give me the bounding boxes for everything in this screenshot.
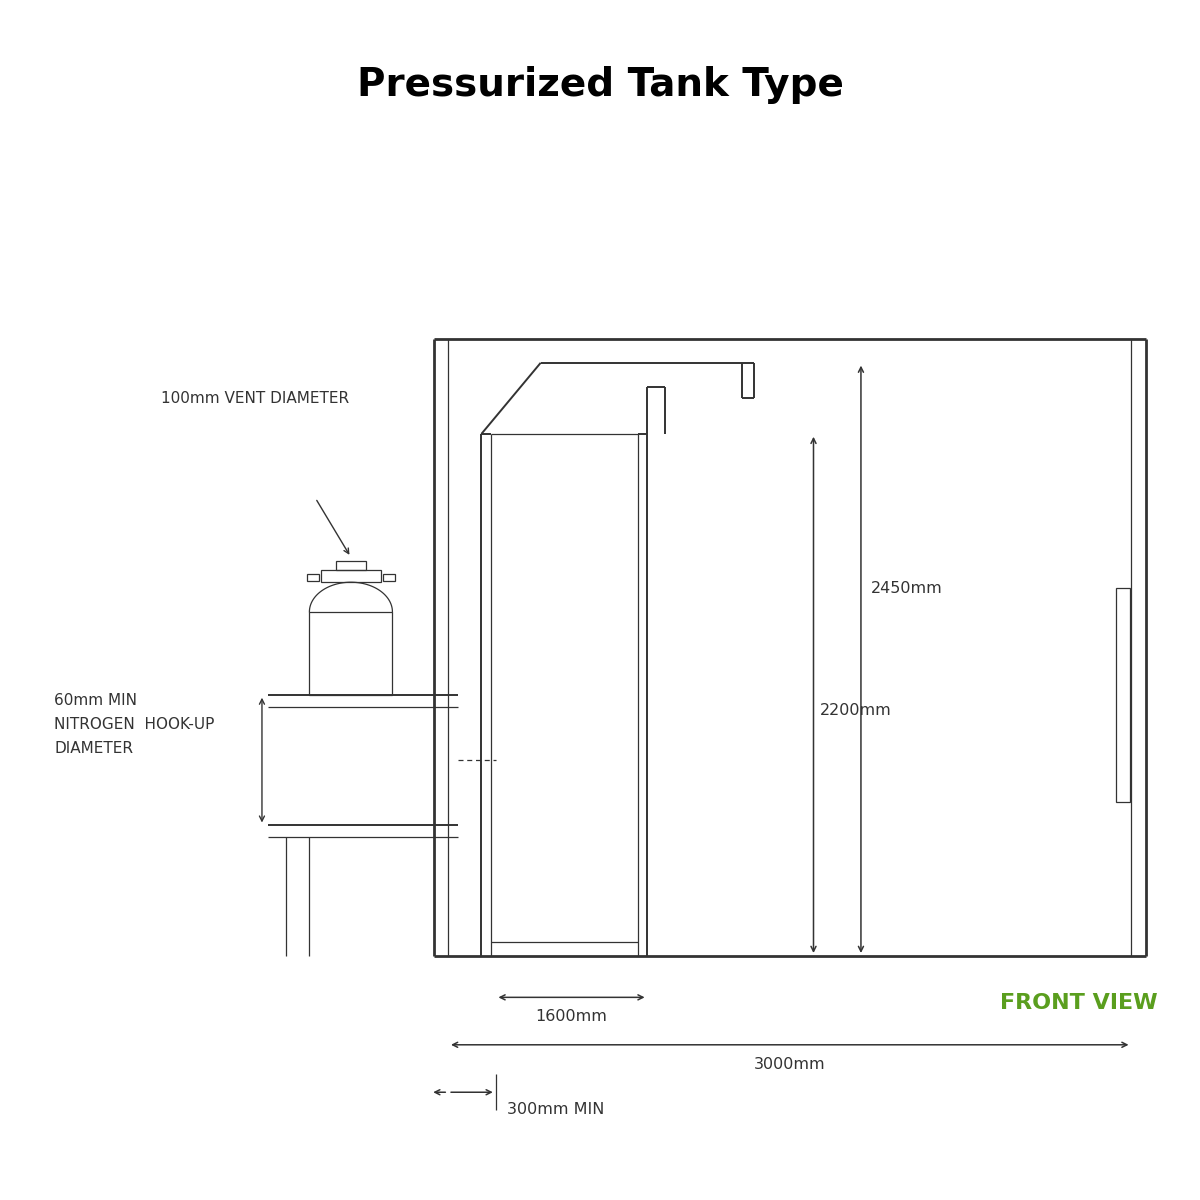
Text: 2200mm: 2200mm <box>820 703 892 718</box>
Text: 100mm VENT DIAMETER: 100mm VENT DIAMETER <box>161 391 349 406</box>
Text: DIAMETER: DIAMETER <box>54 740 133 756</box>
Text: 3000mm: 3000mm <box>754 1057 826 1072</box>
Text: NITROGEN  HOOK-UP: NITROGEN HOOK-UP <box>54 718 215 732</box>
Text: Pressurized Tank Type: Pressurized Tank Type <box>356 66 844 104</box>
Text: 60mm MIN: 60mm MIN <box>54 694 137 708</box>
Bar <box>322 570 380 582</box>
Text: 1600mm: 1600mm <box>535 1009 607 1025</box>
Bar <box>383 574 395 581</box>
Text: 2450mm: 2450mm <box>870 581 942 595</box>
Bar <box>307 574 319 581</box>
Bar <box>1116 588 1130 802</box>
Text: 300mm MIN: 300mm MIN <box>508 1102 605 1117</box>
Bar <box>336 560 366 570</box>
Text: FRONT VIEW: FRONT VIEW <box>1000 994 1158 1013</box>
Bar <box>310 612 392 695</box>
